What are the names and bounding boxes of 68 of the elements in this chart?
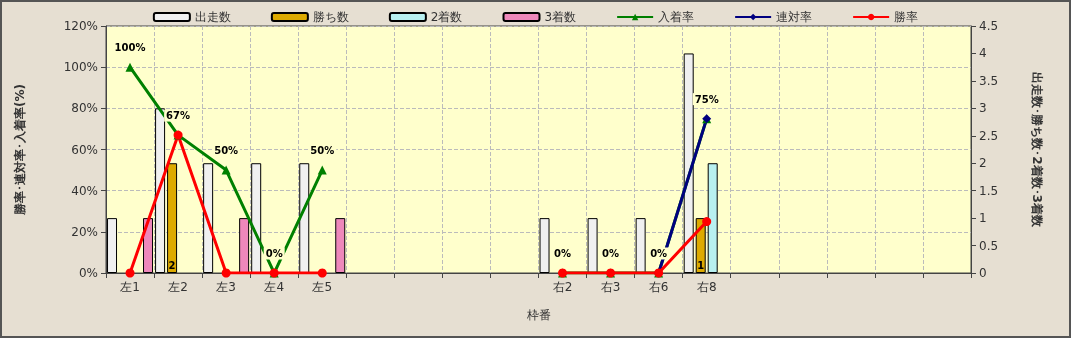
bar [203, 163, 214, 273]
y-tick-label: 60% [71, 142, 98, 157]
data-label: 0% [650, 248, 668, 259]
x-tick-label: 左2 [168, 280, 188, 294]
bar [707, 163, 718, 273]
data-label: 0% [602, 248, 620, 259]
bar [155, 108, 166, 273]
bar [587, 218, 598, 273]
y-tick-label: 120% [63, 19, 98, 33]
x-tick-label: 左4 [264, 280, 285, 294]
data-label: 0% [554, 248, 572, 259]
x-tick-label: 右6 [648, 280, 669, 294]
y2-tick-label: 3 [979, 101, 987, 116]
bar [251, 163, 262, 273]
data-label: 50% [214, 145, 239, 157]
x-axis-title: 枠番 [525, 308, 551, 322]
data-label: 0% [265, 248, 283, 259]
y-tick-label: 100% [63, 60, 98, 75]
y2-tick-label: 3.5 [979, 73, 999, 88]
y2-tick-label: 0.5 [979, 238, 999, 253]
data-label: 75% [694, 93, 719, 105]
y-tick-label: 0% [78, 266, 98, 280]
y-tick-label: 20% [71, 224, 98, 239]
legend-label: 勝ち数 [312, 10, 349, 24]
legend-label: 入着率 [658, 10, 695, 24]
data-label: 50% [310, 145, 335, 157]
y2-tick-label: 4.5 [979, 19, 999, 33]
data-label: 2 [168, 259, 176, 271]
bar [683, 53, 694, 273]
legend-label: 勝率 [894, 10, 919, 24]
bar [107, 218, 118, 273]
y2-axis-title: 出走数･勝ち数･2着数･3着数 [1030, 72, 1044, 228]
x-tick-label: 右3 [600, 280, 621, 294]
bar [299, 163, 310, 273]
y-axis-title: 勝率･連対率･入着率(%) [13, 84, 27, 216]
point [317, 268, 327, 278]
y-tick-label: 80% [71, 101, 98, 116]
x-tick-label: 左3 [216, 280, 236, 294]
bar [143, 218, 154, 273]
y2-tick-label: 1.5 [979, 183, 999, 198]
legend-label: 連対率 [776, 10, 813, 24]
x-tick-label: 左1 [120, 280, 140, 294]
point [702, 217, 712, 227]
y-tick-label: 40% [71, 183, 98, 198]
legend-label: 出走数 [194, 10, 231, 24]
y2-tick-label: 2.5 [979, 128, 999, 143]
point [125, 268, 135, 278]
bar [335, 218, 346, 273]
point [221, 268, 231, 278]
x-tick-label: 右8 [696, 280, 717, 294]
legend-label: 3着数 [544, 10, 577, 24]
data-label: 67% [166, 110, 191, 122]
point [125, 62, 135, 72]
bar [167, 163, 178, 273]
bar [539, 218, 550, 273]
data-label: 1 [697, 259, 705, 271]
y2-tick-label: 0 [979, 266, 987, 280]
point [317, 165, 327, 175]
data-label: 100% [114, 42, 146, 54]
x-tick-label: 左5 [312, 280, 333, 294]
point [221, 165, 231, 175]
x-tick-label: 右2 [552, 280, 573, 294]
legend-label: 2着数 [430, 10, 463, 24]
bar [239, 218, 250, 273]
y2-tick-label: 4 [979, 46, 987, 61]
y2-tick-label: 2 [979, 156, 987, 171]
bar [635, 218, 646, 273]
y2-tick-label: 1 [979, 211, 987, 226]
